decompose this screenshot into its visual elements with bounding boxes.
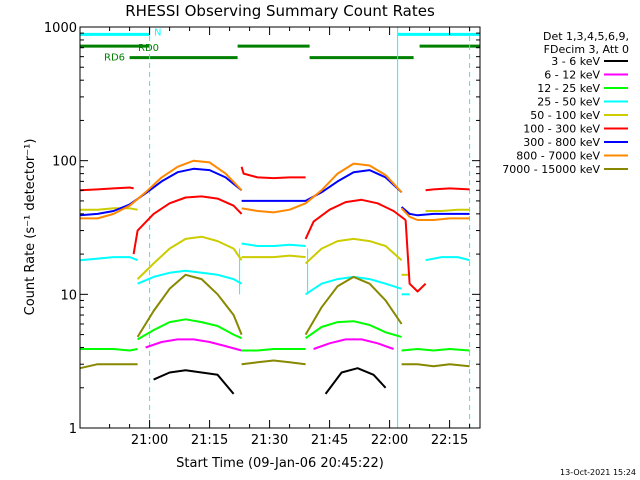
plot-frame — [79, 26, 481, 429]
series-4-segment-2 — [241, 254, 306, 259]
series-7 — [80, 159, 470, 221]
y-axis-label: Count Rate (s⁻¹ detector⁻¹) — [23, 139, 38, 316]
series-3-segment-2 — [241, 242, 306, 247]
legend-entry-label-3: 25 - 50 keV — [537, 96, 600, 109]
flag-label-rd6: RD6 — [104, 53, 125, 64]
series-0-segment-0 — [153, 369, 235, 395]
y-tick-label-3: 1000 — [44, 21, 77, 36]
x-tick-label-4: 22:00 — [371, 433, 408, 448]
series-5-segment-1 — [132, 195, 243, 255]
series-6-segment-2 — [400, 206, 470, 217]
series-5-segment-2 — [240, 166, 306, 180]
x-tick-label-0: 21:00 — [131, 433, 168, 448]
series-2-segment-3 — [305, 320, 402, 340]
legend-entry-label-7: 800 - 7000 keV — [516, 150, 600, 163]
series-5-segment-5 — [425, 187, 470, 192]
x-tick-label-5: 22:15 — [431, 433, 468, 448]
flag-label-rd0: RD0 — [138, 43, 159, 54]
series-5 — [79, 166, 470, 293]
x-tick-label-2: 21:30 — [251, 433, 288, 448]
flag-label-n: N — [154, 27, 161, 38]
legend-entry-label-4: 50 - 100 keV — [530, 109, 600, 122]
series-5-segment-0 — [79, 186, 134, 192]
series-8-segment-0 — [79, 363, 138, 370]
legend-entry-label-1: 6 - 12 keV — [544, 69, 600, 82]
x-tick-label-1: 21:15 — [191, 433, 228, 448]
series-4 — [80, 207, 470, 280]
legend-entry-label-8: 7000 - 15000 keV — [502, 163, 600, 176]
series-6 — [79, 167, 470, 217]
series-3 — [79, 242, 470, 296]
series-1-segment-0 — [145, 338, 242, 352]
series-7-segment-2 — [400, 207, 470, 221]
y-tick-label-0: 1 — [69, 422, 77, 437]
legend-entry-label-2: 12 - 25 keV — [537, 82, 600, 95]
legend: Det 1,3,4,5,6,9,FDecim 3, Att 03 - 6 keV… — [502, 30, 629, 176]
x-axis-label: Start Time (09-Jan-06 20:45:22) — [176, 456, 384, 471]
legend-entry-label-0: 3 - 6 keV — [551, 55, 600, 68]
series-8-segment-3 — [304, 275, 403, 336]
series-5-segment-3 — [304, 198, 407, 240]
series-2 — [80, 318, 470, 352]
series-2-segment-0 — [80, 348, 138, 352]
y-tick-label-2: 100 — [52, 155, 77, 170]
series-6-segment-0 — [79, 167, 243, 217]
series-2-segment-2 — [241, 348, 306, 352]
legend-header-line-0: Det 1,3,4,5,6,9, — [543, 30, 629, 43]
series-2-segment-4 — [401, 348, 470, 352]
series-6-segment-1 — [241, 169, 403, 202]
series-4-segment-1 — [136, 235, 243, 280]
series-3-segment-1 — [137, 269, 243, 285]
series-5-segment-4 — [404, 219, 427, 293]
series-0-segment-1 — [324, 367, 387, 395]
series-7-segment-0 — [80, 159, 243, 220]
legend-entry-label-5: 100 - 300 keV — [523, 123, 600, 136]
legend-entry-label-6: 300 - 800 keV — [523, 136, 600, 149]
series-0 — [153, 367, 387, 395]
x-tick-label-3: 21:45 — [311, 433, 348, 448]
series-8-segment-1 — [136, 273, 243, 338]
series-8-segment-2 — [241, 359, 306, 366]
series-3-segment-0 — [79, 256, 138, 262]
series-1 — [145, 338, 394, 352]
chart-title: RHESSI Observing Summary Count Rates — [125, 2, 435, 20]
series-4-segment-0 — [80, 207, 138, 211]
vertical-markers — [79, 27, 471, 428]
series-4-segment-3 — [304, 237, 403, 265]
series-8 — [79, 273, 470, 370]
legend-header-line-1: FDecim 3, Att 0 — [544, 43, 629, 56]
flags-layer: N RD0 RD6 — [80, 27, 480, 64]
series-2-segment-1 — [137, 318, 243, 341]
axes-layer: 1 10 100 1000 21:00 21:15 21:30 21:45 22:00 22:15 — [44, 21, 480, 448]
series-1-segment-1 — [313, 338, 394, 350]
series-4-segment-5 — [425, 208, 470, 212]
series-3-segment-3 — [305, 275, 402, 296]
series-8-segment-4 — [401, 363, 470, 368]
footer-timestamp: 13-Oct-2021 15:24 — [560, 468, 636, 477]
series-layer — [79, 159, 470, 395]
series-7-segment-1 — [241, 162, 403, 214]
y-tick-label-1: 10 — [60, 288, 77, 303]
series-3-segment-5 — [425, 256, 470, 262]
